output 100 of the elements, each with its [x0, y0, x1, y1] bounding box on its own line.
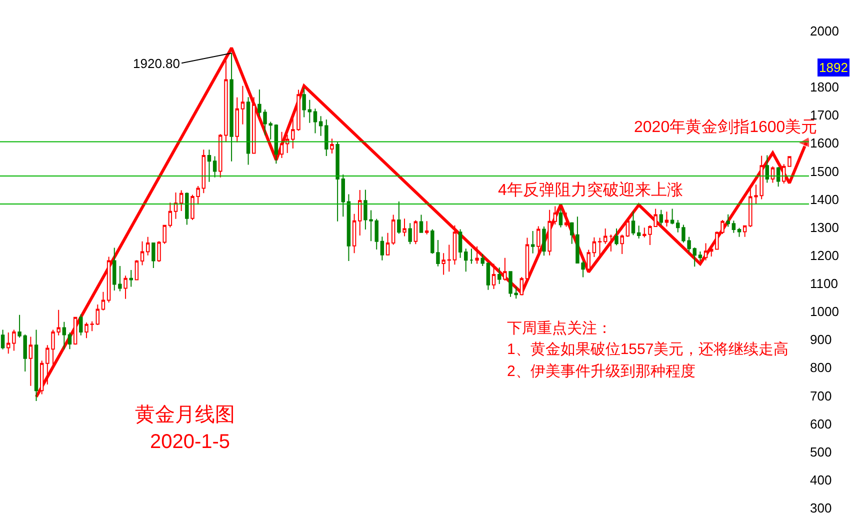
- candlestick: [470, 248, 474, 264]
- candlestick: [609, 234, 613, 252]
- candlestick: [79, 314, 83, 336]
- candlestick: [631, 210, 636, 236]
- candlestick: [346, 194, 351, 262]
- candlestick: [358, 189, 362, 236]
- candlestick: [480, 253, 484, 267]
- candlestick: [101, 291, 106, 311]
- candlestick: [704, 242, 708, 261]
- candlestick: [174, 192, 178, 220]
- candlestick: [179, 190, 184, 212]
- candlestick: [542, 226, 546, 256]
- candlestick: [96, 304, 100, 326]
- y-tick-label: 600: [810, 416, 832, 432]
- candlestick: [246, 96, 250, 166]
- candlestick: [106, 256, 111, 304]
- candlestick: [202, 149, 206, 194]
- candlestick: [324, 119, 328, 157]
- candlestick: [698, 250, 702, 262]
- candlestick: [765, 154, 770, 184]
- candlestick: [285, 134, 290, 154]
- text: 2020-1-5: [150, 431, 230, 453]
- candlestick: [414, 220, 418, 245]
- candlestick: [670, 208, 674, 225]
- candlestick: [212, 156, 217, 178]
- candlestick: [442, 252, 446, 276]
- candlestick: [603, 228, 608, 244]
- candlestick: [564, 212, 568, 228]
- candlestick: [397, 201, 401, 234]
- candlestick: [124, 275, 128, 300]
- y-tick-label: 500: [810, 444, 832, 460]
- candlestick: [40, 360, 44, 395]
- candlestick: [503, 257, 507, 282]
- annotation: 1920.80: [133, 56, 180, 71]
- annotation: 2、伊美事件升级到那种程度: [507, 363, 696, 380]
- candlestick: [614, 228, 618, 246]
- y-tick-label: 1300: [810, 220, 839, 235]
- candlestick: [318, 116, 323, 136]
- candlestick: [336, 140, 340, 222]
- candlestick: [12, 329, 16, 352]
- annotation: 下周重点关注：: [507, 320, 612, 337]
- candlestick: [207, 149, 212, 182]
- candlestick: [302, 88, 306, 118]
- y-tick-label: 800: [810, 360, 832, 376]
- candlestick: [185, 192, 189, 226]
- candlestick: [464, 248, 468, 272]
- candlestick: [6, 332, 10, 354]
- y-tick-label: 1600: [810, 136, 839, 151]
- candlestick: [330, 138, 334, 154]
- y-tick-label: 1400: [810, 192, 839, 207]
- candlestick: [341, 174, 345, 218]
- candlestick: [118, 266, 122, 292]
- candlestick: [313, 108, 318, 134]
- y-tick-label: 900: [810, 332, 832, 348]
- candlestick: [737, 227, 742, 238]
- candlestick: [692, 247, 696, 268]
- y-tick-label: 1100: [810, 276, 838, 291]
- candlestick: [598, 237, 602, 258]
- candlestick: [525, 237, 530, 282]
- y-tick-label: 300: [810, 500, 832, 516]
- candlestick: [548, 209, 552, 256]
- y-tick-label: 400: [810, 472, 832, 488]
- y-tick-label: 1000: [810, 304, 839, 320]
- candlestick: [240, 85, 245, 125]
- candlestick: [62, 321, 66, 350]
- candlestick: [408, 222, 412, 245]
- y-tick-label: 1500: [810, 164, 839, 179]
- candlestick: [424, 220, 429, 235]
- annotation: 1、黄金如果破位1557美元，还将继续走高: [507, 341, 789, 358]
- candlestick: [553, 206, 558, 226]
- candlestick: [68, 332, 72, 350]
- candlestick: [235, 96, 239, 143]
- annotation: 4年反弹阻力突破迎来上涨: [498, 181, 683, 199]
- candlestick: [402, 218, 406, 237]
- candlestick: [726, 214, 730, 228]
- y-tick-label: 700: [810, 388, 832, 404]
- candlestick: [252, 96, 256, 154]
- candlestick: [140, 240, 144, 266]
- candlestick: [129, 269, 133, 288]
- candlestick: [636, 225, 641, 240]
- candlestick: [536, 226, 540, 254]
- candlestick: [558, 208, 563, 228]
- candlestick: [620, 234, 624, 254]
- candlestick: [732, 220, 736, 234]
- candlestick: [458, 228, 462, 258]
- candlestick: [497, 266, 502, 284]
- candlestick: [391, 214, 396, 246]
- y-tick-label: 1200: [810, 248, 839, 263]
- text: 黄金月线图: [135, 404, 235, 426]
- candlestick: [447, 244, 451, 272]
- candlestick: [352, 213, 356, 254]
- candlestick: [0, 329, 5, 350]
- candlestick: [486, 262, 490, 290]
- candlestick: [626, 218, 630, 238]
- candlestick: [230, 52, 234, 162]
- candlestick: [386, 232, 390, 256]
- candlestick: [776, 166, 780, 188]
- candlestick: [659, 209, 664, 226]
- candlestick: [742, 225, 747, 238]
- candlestick: [146, 236, 150, 256]
